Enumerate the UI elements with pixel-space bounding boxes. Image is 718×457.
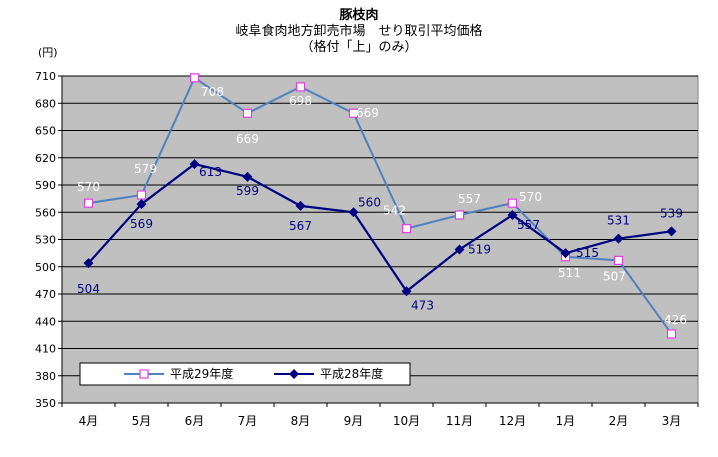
data-label: 557 [458, 192, 481, 206]
y-tick-label: 620 [35, 152, 56, 165]
data-label: 579 [134, 162, 157, 176]
x-tick-label: 1月 [556, 414, 576, 428]
legend-marker [139, 369, 149, 379]
data-point-marker [666, 329, 677, 339]
x-tick-label: 11月 [446, 414, 473, 428]
data-point-marker [83, 198, 94, 208]
legend-box [79, 362, 411, 386]
x-tick-label: 4月 [79, 414, 99, 428]
data-label: 539 [660, 206, 683, 220]
data-point-marker [666, 226, 677, 237]
data-label: 531 [607, 214, 630, 228]
legend-marker [289, 369, 299, 379]
title-block: 豚枝肉 岐阜食肉地方卸売市場 せり取引平均価格 （格付「上」のみ） [0, 8, 718, 56]
x-axis: 4月 5月 6月 7月 8月 9月 10月 11月 12月 1月 2月 3月 [61, 402, 699, 428]
data-point-marker [401, 286, 412, 297]
chart-subtitle: 岐阜食肉地方卸売市場 せり取引平均価格 [235, 24, 483, 39]
data-point-marker [507, 198, 518, 208]
x-tick-label: 7月 [238, 414, 258, 428]
data-label: 599 [236, 184, 259, 198]
data-point-marker [613, 233, 624, 244]
data-point-marker [401, 224, 412, 234]
y-unit-label: (円) [38, 46, 58, 59]
data-label: 570 [77, 180, 100, 194]
chart-title: 豚枝肉 [339, 8, 379, 23]
data-point-marker [348, 207, 359, 218]
series-line [88, 76, 673, 335]
y-tick-label: 350 [35, 397, 56, 410]
data-label: 515 [576, 246, 599, 260]
data-label: 569 [130, 217, 153, 231]
data-point-marker [189, 73, 200, 83]
y-tick-label: 440 [35, 315, 56, 328]
y-tick-label: 500 [35, 261, 56, 274]
y-tick-label: 380 [35, 370, 56, 383]
data-label: 708 [201, 85, 224, 99]
legend: 平成29年度 平成28年度 [79, 362, 411, 386]
data-label: 426 [664, 313, 687, 327]
data-point-marker [560, 248, 571, 259]
data-point-marker [454, 210, 465, 220]
data-point-marker [136, 199, 147, 210]
data-point-marker [454, 244, 465, 255]
data-label: 519 [468, 242, 491, 256]
data-label: 557 [517, 218, 540, 232]
data-point-marker [348, 108, 359, 118]
data-labels: 570 579 708 669 698 669 542 557 570 511 507 426 504 5… [77, 85, 687, 327]
x-tick-label: 3月 [662, 414, 682, 428]
y-tick-label: 410 [35, 343, 56, 356]
data-point-marker [136, 190, 147, 200]
data-label: 507 [603, 269, 626, 283]
data-label: 613 [199, 165, 222, 179]
data-label: 560 [358, 195, 381, 209]
x-tick-label: 5月 [132, 414, 152, 428]
data-point-marker [242, 171, 253, 182]
y-tick-label: 680 [35, 97, 56, 110]
y-tick-label: 590 [35, 179, 56, 192]
data-point-marker [295, 82, 306, 92]
chart-note: （格付「上」のみ） [300, 40, 418, 55]
data-point-marker [295, 200, 306, 211]
data-point-marker [507, 209, 518, 220]
data-point-marker [242, 108, 253, 118]
y-axis: 350 380 410 440 470 500 530 560 590 620 650 680 710 [35, 70, 63, 410]
data-label: 504 [77, 282, 100, 296]
x-tick-label: 6月 [185, 414, 205, 428]
y-tick-label: 650 [35, 125, 56, 138]
x-tick-label: 8月 [291, 414, 311, 428]
data-label: 698 [289, 94, 312, 108]
y-tick-label: 560 [35, 206, 56, 219]
legend-label: 平成28年度 [320, 366, 383, 381]
series-layer [83, 73, 677, 339]
x-tick-label: 12月 [499, 414, 526, 428]
data-label: 542 [383, 204, 406, 218]
data-label: 669 [236, 132, 259, 146]
y-tick-label: 530 [35, 234, 56, 247]
y-tick-label: 470 [35, 288, 56, 301]
data-label: 511 [558, 266, 581, 280]
series-line [87, 162, 672, 293]
data-point-marker [189, 159, 200, 170]
legend-label: 平成29年度 [170, 366, 233, 381]
y-tick-label: 710 [35, 70, 56, 83]
data-point-marker [83, 258, 94, 269]
data-point-marker [613, 255, 624, 265]
data-label: 570 [519, 190, 542, 204]
data-label: 473 [411, 298, 434, 312]
data-label: 669 [356, 106, 379, 120]
x-tick-label: 2月 [609, 414, 629, 428]
x-tick-label: 10月 [393, 414, 420, 428]
data-label: 567 [289, 219, 312, 233]
x-tick-label: 9月 [344, 414, 364, 428]
